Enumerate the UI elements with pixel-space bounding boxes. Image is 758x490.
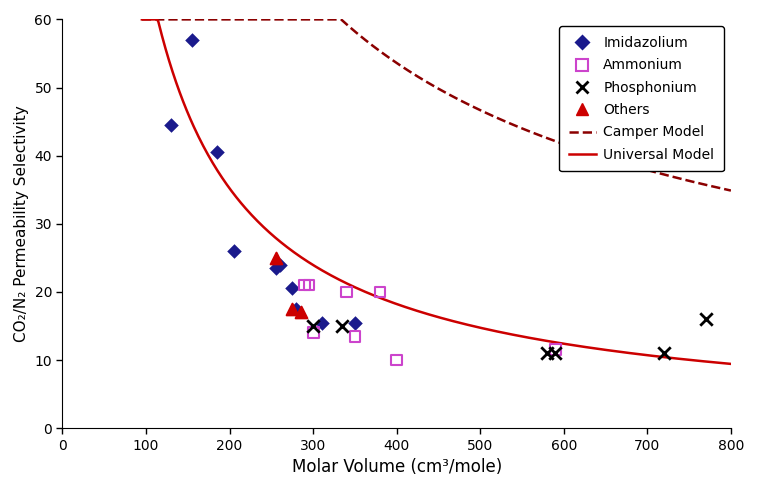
- Point: [290, 305, 302, 313]
- X-axis label: Molar Volume (cm³/mole): Molar Volume (cm³/mole): [292, 458, 502, 476]
- Point: [211, 148, 223, 156]
- Point: [165, 121, 177, 129]
- Point: [307, 322, 319, 330]
- Point: [390, 356, 402, 364]
- Point: [541, 349, 553, 357]
- Point: [349, 318, 361, 326]
- Point: [274, 261, 286, 269]
- Point: [550, 349, 562, 357]
- Point: [700, 315, 712, 323]
- Legend: Imidazolium, Ammonium, Phosphonium, Others, Camper Model, Universal Model: Imidazolium, Ammonium, Phosphonium, Othe…: [559, 26, 724, 172]
- Point: [227, 247, 240, 255]
- Point: [374, 288, 386, 296]
- Y-axis label: CO₂/N₂ Permeability Selectivity: CO₂/N₂ Permeability Selectivity: [14, 105, 29, 342]
- Point: [287, 305, 299, 313]
- Point: [186, 36, 198, 44]
- Point: [303, 281, 315, 289]
- Point: [340, 288, 352, 296]
- Point: [307, 329, 319, 337]
- Point: [270, 264, 282, 272]
- Point: [287, 285, 299, 293]
- Point: [299, 281, 311, 289]
- Point: [349, 332, 361, 340]
- Point: [337, 322, 349, 330]
- Point: [295, 308, 307, 316]
- Point: [270, 254, 282, 262]
- Point: [658, 349, 670, 357]
- Point: [550, 346, 562, 354]
- Point: [315, 318, 327, 326]
